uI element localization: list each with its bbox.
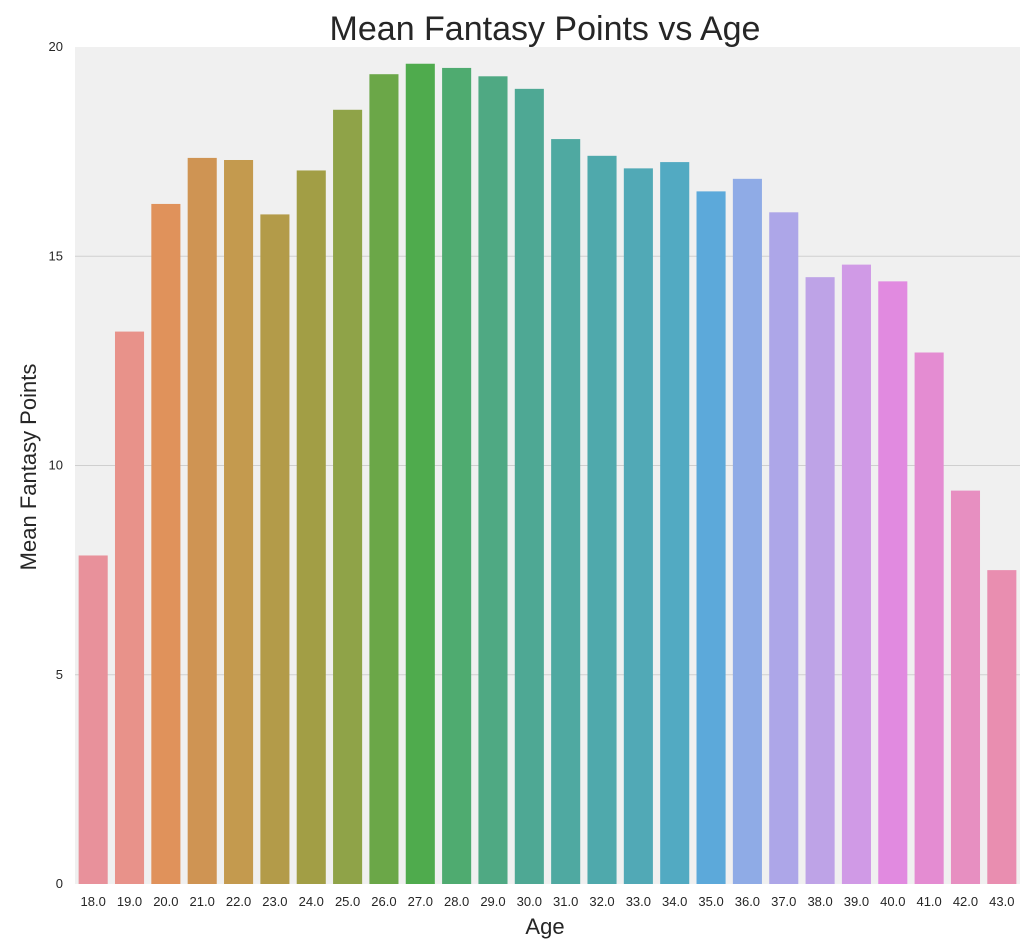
bar-19.0 [114,331,145,885]
x-tick-label: 30.0 [517,894,542,909]
bar-21.0 [187,157,217,885]
bar-42.0 [950,490,981,884]
bar-41.0 [914,352,944,884]
x-tick-label: 41.0 [916,894,941,909]
bar-20.0 [151,203,181,884]
y-tick-label: 15 [49,248,63,263]
bar-26.0 [369,74,399,884]
bar-30.0 [514,88,544,885]
x-tick-label: 33.0 [626,894,651,909]
x-tick-label: 29.0 [480,894,505,909]
bar-28.0 [442,67,472,885]
x-tick-label: 21.0 [190,894,215,909]
x-tick-label: 27.0 [408,894,433,909]
x-tick-label: 43.0 [989,894,1014,909]
bar-22.0 [224,159,254,884]
bar-31.0 [551,139,581,884]
x-tick-label: 37.0 [771,894,796,909]
bar-38.0 [805,277,835,884]
bar-39.0 [841,264,871,884]
bar-33.0 [623,168,653,885]
y-tick-label: 5 [56,667,63,682]
x-tick-label: 31.0 [553,894,578,909]
x-tick-label: 32.0 [589,894,614,909]
bar-23.0 [260,214,290,884]
bar-43.0 [987,570,1017,884]
bar-35.0 [696,191,726,884]
bar-37.0 [769,212,799,884]
bar-24.0 [296,170,326,884]
x-axis-label: Age [525,914,564,939]
x-tick-label: 25.0 [335,894,360,909]
bar-18.0 [78,555,108,884]
y-tick-label: 0 [56,876,63,891]
x-tick-label: 36.0 [735,894,760,909]
x-tick-label: 28.0 [444,894,469,909]
y-tick-label: 20 [49,39,63,54]
x-tick-label: 35.0 [698,894,723,909]
y-tick-label: 10 [49,458,63,473]
bars [78,63,1017,885]
x-tick-label: 42.0 [953,894,978,909]
bar-34.0 [660,162,690,884]
x-tick-label: 40.0 [880,894,905,909]
bar-29.0 [478,76,508,885]
x-tick-label: 39.0 [844,894,869,909]
bar-27.0 [405,63,435,885]
x-tick-label: 34.0 [662,894,687,909]
y-tick-labels: 0 5 10 15 20 [49,39,63,891]
x-tick-label: 38.0 [807,894,832,909]
y-axis-label: Mean Fantasy Points [16,364,41,571]
chart-title: Mean Fantasy Points vs Age [330,10,761,48]
bar-25.0 [333,109,363,884]
bar-36.0 [732,178,762,884]
x-tick-label: 23.0 [262,894,287,909]
x-tick-label: 20.0 [153,894,178,909]
x-tick-label: 24.0 [299,894,324,909]
x-tick-label: 19.0 [117,894,142,909]
x-tick-label: 18.0 [81,894,106,909]
x-tick-labels: 18.0 19.0 20.0 21.0 22.0 23.0 24.0 25.0 26.0 27.0… [81,894,1015,909]
x-tick-label: 22.0 [226,894,251,909]
bar-40.0 [878,281,908,884]
bar-32.0 [587,155,617,884]
x-tick-label: 26.0 [371,894,396,909]
